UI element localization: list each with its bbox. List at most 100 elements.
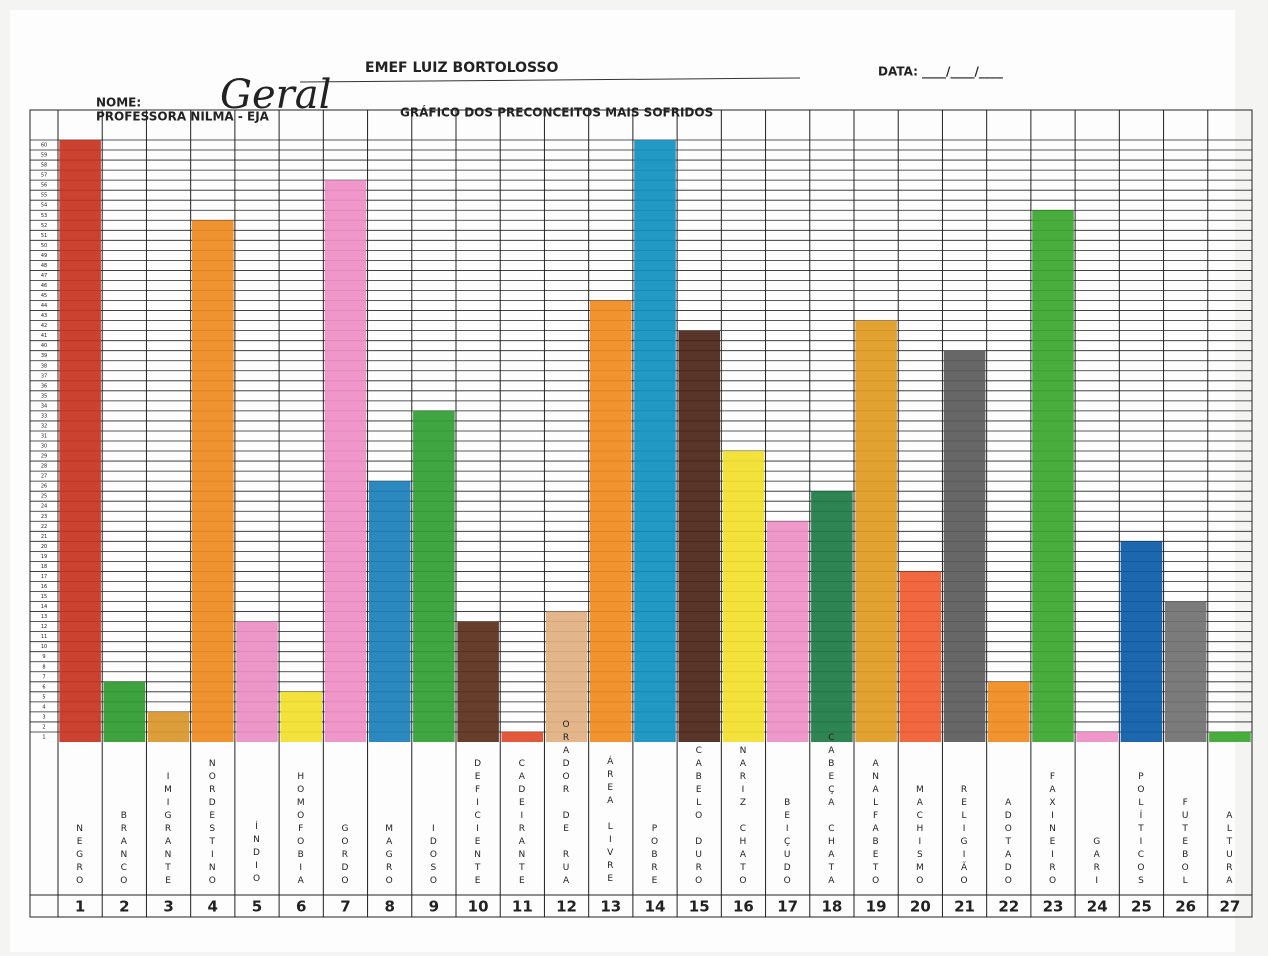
y-tick-label: 13: [41, 614, 47, 620]
y-tick-label: 53: [41, 213, 47, 219]
bar: [324, 180, 367, 743]
bar: [766, 521, 809, 742]
x-tick-label: RELIGIÃO: [959, 785, 969, 889]
y-tick-label: 1: [42, 734, 45, 740]
y-tick-label: 4: [42, 704, 45, 710]
chart-title: GRÁFICO DOS PRECONCEITOS MAIS SOFRIDOS: [400, 105, 713, 120]
bar: [1164, 601, 1207, 742]
x-tick-label: POLÍTICOS: [1136, 772, 1146, 889]
y-tick-label: 22: [41, 524, 47, 530]
school: EMEF LUIZ BORTOLOSSO: [365, 60, 559, 76]
y-tick-label: 44: [41, 303, 47, 309]
y-tick-label: 8: [42, 664, 45, 670]
y-tick-label: 46: [41, 283, 47, 289]
bar: [545, 611, 588, 742]
bar: [147, 711, 190, 742]
x-tick-label: NARIZ CHATO: [738, 746, 748, 889]
y-tick-label: 41: [41, 333, 47, 339]
x-tick-label: ORADOR DE RUA: [561, 720, 571, 889]
y-tick-label: 2: [42, 724, 45, 730]
y-tick-label: 37: [41, 373, 47, 379]
category-number: 25: [1131, 898, 1152, 916]
y-tick-label: 50: [41, 243, 47, 249]
category-number: 7: [340, 898, 350, 916]
category-number: 24: [1087, 898, 1108, 916]
date: DATA: ____/____/____: [878, 65, 1003, 80]
x-tick-label: BEIÇUDO: [782, 798, 792, 889]
category-number: 3: [163, 898, 173, 916]
bar: [722, 451, 765, 742]
bar: [236, 621, 278, 742]
x-tick-label: NORDESTINO: [207, 759, 217, 889]
y-tick-label: 35: [41, 393, 47, 399]
category-number: 13: [600, 898, 621, 916]
bar: [855, 320, 897, 742]
y-tick-label: 34: [41, 403, 47, 409]
x-tick-label: POBRE: [650, 824, 660, 889]
x-tick-label: FAXINEIRO: [1048, 772, 1058, 889]
y-tick-label: 39: [41, 353, 47, 359]
x-tick-label: ÍNDIO: [252, 820, 262, 887]
category-number: 4: [208, 898, 218, 916]
y-tick-label: 25: [41, 494, 47, 500]
y-tick-label: 11: [41, 634, 47, 640]
x-tick-label: GORDO: [340, 824, 350, 889]
category-number: 5: [252, 898, 262, 916]
y-tick-label: 19: [41, 554, 47, 560]
category-number: 18: [821, 898, 842, 916]
category-number: 1: [75, 898, 85, 916]
teacher: PROFESSORA NILMA - EJA: [96, 110, 270, 124]
x-tick-label: IMIGRANTE: [163, 772, 173, 889]
category-number: 8: [384, 898, 394, 916]
bar: [457, 621, 499, 742]
bar: [501, 731, 544, 742]
x-tick-label: ADOTADO: [1003, 798, 1013, 889]
y-tick-label: 7: [42, 674, 45, 680]
y-tick-label: 15: [41, 594, 47, 600]
y-tick-label: 60: [41, 143, 47, 149]
y-tick-label: 24: [41, 504, 47, 510]
y-tick-label: 23: [41, 514, 47, 520]
y-tick-label: 58: [41, 163, 47, 169]
category-number: 15: [689, 898, 710, 916]
x-tick-label: CABELO DURO: [694, 746, 704, 889]
bar: [59, 140, 101, 742]
y-tick-label: 10: [41, 644, 47, 650]
y-tick-label: 55: [41, 193, 47, 199]
y-tick-label: 29: [41, 454, 47, 460]
x-tick-label: FUTEBOL: [1180, 798, 1190, 889]
bar: [811, 491, 853, 742]
y-tick-label: 14: [41, 604, 47, 610]
bar: [899, 571, 942, 742]
bar: [678, 330, 721, 742]
x-tick-label: ÁREA LIVRE: [605, 755, 615, 887]
bar: [103, 681, 146, 742]
y-tick-label: 43: [41, 313, 47, 319]
y-tick-label: 6: [42, 684, 45, 690]
y-tick-label: 3: [42, 714, 45, 720]
bar: [413, 410, 455, 742]
category-number: 26: [1175, 898, 1196, 916]
category-number: 6: [296, 898, 306, 916]
category-number: 10: [468, 898, 489, 916]
category-number: 11: [512, 898, 533, 916]
y-tick-label: 9: [42, 654, 45, 660]
x-tick-label: MAGRO: [384, 824, 394, 889]
x-tick-label: ALTURA: [1224, 811, 1234, 889]
y-tick-label: 38: [41, 363, 47, 369]
y-tick-label: 45: [41, 293, 47, 299]
category-number: 23: [1043, 898, 1064, 916]
category-number: 12: [556, 898, 577, 916]
y-tick-label: 49: [41, 253, 47, 259]
y-tick-label: 42: [41, 323, 47, 329]
y-tick-label: 17: [41, 574, 47, 580]
y-tick-label: 40: [41, 343, 47, 349]
bar: [368, 481, 411, 742]
category-number: 21: [954, 898, 975, 916]
y-tick-label: 12: [41, 624, 47, 630]
bar: [1209, 731, 1251, 742]
bar: [943, 350, 986, 742]
y-tick-label: 5: [42, 694, 45, 700]
y-tick-label: 33: [41, 413, 47, 419]
